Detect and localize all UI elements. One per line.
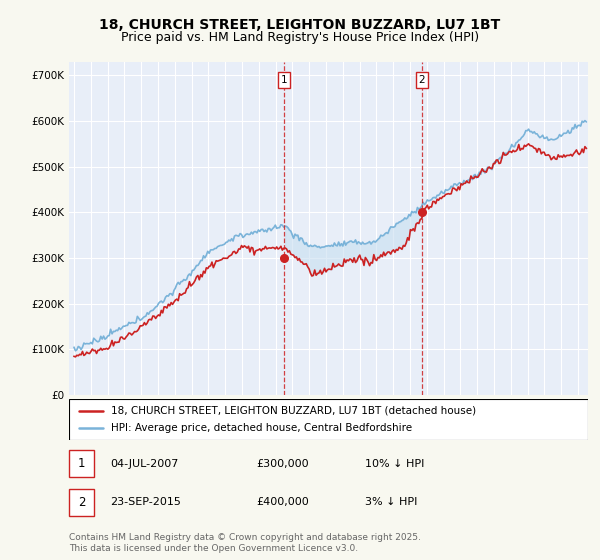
Text: Contains HM Land Registry data © Crown copyright and database right 2025.
This d: Contains HM Land Registry data © Crown c… xyxy=(69,533,421,553)
Text: 1: 1 xyxy=(281,75,287,85)
Text: Price paid vs. HM Land Registry's House Price Index (HPI): Price paid vs. HM Land Registry's House … xyxy=(121,31,479,44)
Text: 10% ↓ HPI: 10% ↓ HPI xyxy=(365,459,424,469)
Text: 1: 1 xyxy=(78,457,85,470)
Text: 04-JUL-2007: 04-JUL-2007 xyxy=(110,459,179,469)
Text: 18, CHURCH STREET, LEIGHTON BUZZARD, LU7 1BT (detached house): 18, CHURCH STREET, LEIGHTON BUZZARD, LU7… xyxy=(110,405,476,416)
Text: 2: 2 xyxy=(419,75,425,85)
Text: 18, CHURCH STREET, LEIGHTON BUZZARD, LU7 1BT: 18, CHURCH STREET, LEIGHTON BUZZARD, LU7… xyxy=(100,18,500,32)
Text: 23-SEP-2015: 23-SEP-2015 xyxy=(110,497,181,507)
Text: £400,000: £400,000 xyxy=(256,497,308,507)
Text: 3% ↓ HPI: 3% ↓ HPI xyxy=(365,497,417,507)
Text: £300,000: £300,000 xyxy=(256,459,308,469)
Text: 2: 2 xyxy=(78,496,85,509)
Bar xyxy=(69,450,94,477)
Text: HPI: Average price, detached house, Central Bedfordshire: HPI: Average price, detached house, Cent… xyxy=(110,423,412,433)
Bar xyxy=(69,489,94,516)
